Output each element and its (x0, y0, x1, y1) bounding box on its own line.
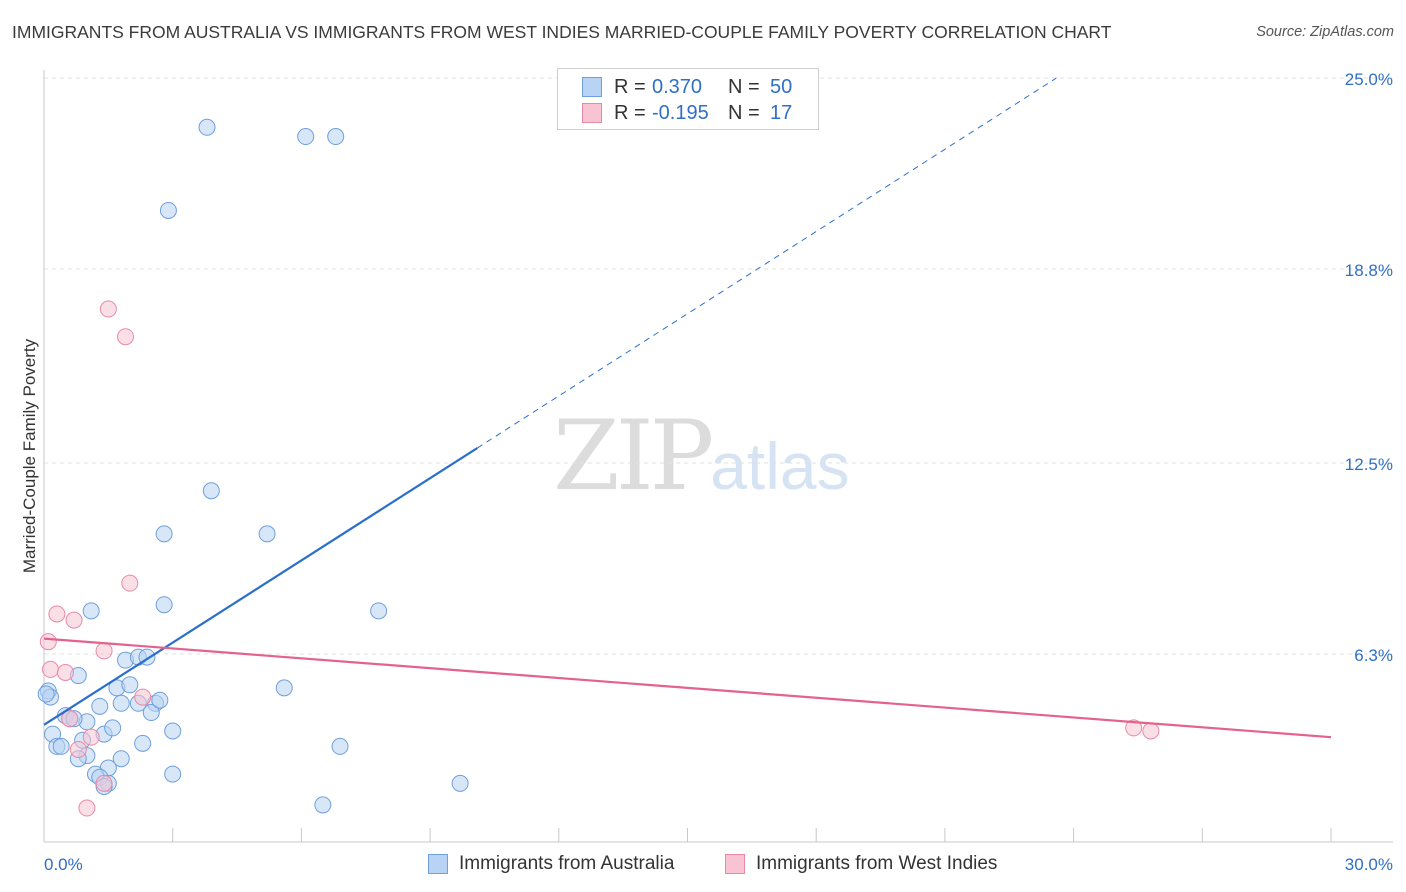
scatter-point (39, 633, 57, 651)
scatter-point (78, 799, 96, 817)
scatter-point (41, 660, 59, 678)
scatter-point (95, 774, 113, 792)
scatter-point (95, 642, 113, 660)
series-westindies (39, 300, 1160, 817)
scatter-point (69, 740, 87, 758)
trendline-westindies (43, 637, 1332, 739)
scatter-point (202, 482, 220, 500)
scatter-point (164, 722, 182, 740)
scatter-point (198, 118, 216, 136)
scatter-point (258, 525, 276, 543)
legend-row-australia: R = 0.370 N = 50 (582, 74, 792, 100)
correlation-legend: R = 0.370 N = 50 R = -0.195 N = 17 (557, 68, 819, 130)
trendline-australia (43, 447, 478, 726)
legend-n-value: 50 (770, 75, 793, 98)
legend-n-label: N = (728, 101, 760, 124)
scatter-point (314, 796, 332, 814)
scatter-point (112, 694, 130, 712)
legend-r-value: -0.195 (652, 101, 709, 124)
scatter-point (1142, 722, 1160, 740)
scatter-point (91, 697, 109, 715)
scatter-point (56, 663, 74, 681)
scatter-point (151, 691, 169, 709)
watermark-atlas: atlas (710, 429, 850, 503)
watermark-zip: ZIP (553, 400, 714, 512)
legend-r-label: R = (614, 101, 646, 124)
watermark: ZIPatlas (553, 400, 850, 512)
source-label: Source: ZipAtlas.com (1256, 24, 1394, 40)
scatter-point (164, 765, 182, 783)
scatter-point (134, 688, 152, 706)
scatter-point (37, 685, 55, 703)
x-tick-label: 30.0% (1345, 855, 1393, 874)
y-tick-label: 25.0% (1345, 70, 1393, 89)
legend-swatch-australia (582, 77, 602, 97)
scatter-point (52, 737, 70, 755)
scatter-point (121, 574, 139, 592)
legend-swatch-westindies (582, 103, 602, 123)
y-tick-label: 12.5% (1345, 455, 1393, 474)
scatter-point (104, 719, 122, 737)
scatter-point (370, 602, 388, 620)
bottom-legend-label: Immigrants from West Indies (756, 853, 998, 874)
scatter-point (99, 300, 117, 318)
scatter-point (1125, 719, 1143, 737)
chart-title: IMMIGRANTS FROM AUSTRALIA VS IMMIGRANTS … (12, 22, 1112, 42)
y-tick-label: 6.3% (1354, 646, 1393, 665)
y-axis-label: Married-Couple Family Poverty (20, 338, 39, 573)
legend-r-label: R = (614, 75, 646, 98)
scatter-point (82, 602, 100, 620)
bottom-legend-label: Immigrants from Australia (459, 853, 675, 874)
y-tick-label: 18.8% (1345, 261, 1393, 280)
scatter-point (82, 728, 100, 746)
bottom-swatch-westindies (725, 854, 745, 874)
scatter-point (327, 128, 345, 146)
scatter-point (159, 201, 177, 219)
legend-row-westindies: R = -0.195 N = 17 (582, 100, 792, 126)
scatter-point (121, 676, 139, 694)
x-tick-label: 0.0% (44, 855, 83, 874)
scatter-point (48, 605, 66, 623)
scatter-point (134, 734, 152, 752)
scatter-point (275, 679, 293, 697)
legend-n-label: N = (728, 75, 760, 98)
bottom-legend-australia: Immigrants from Australia (428, 851, 674, 877)
legend-n-value: 17 (770, 101, 793, 124)
scatter-point (61, 710, 79, 728)
scatter-point (155, 525, 173, 543)
scatter-point (65, 611, 83, 629)
scatter-point (451, 774, 469, 792)
bottom-legend-westindies: Immigrants from West Indies (725, 851, 997, 877)
trendline-australia-extension (477, 77, 1057, 449)
scatter-point (117, 328, 135, 346)
scatter-point (155, 596, 173, 614)
scatter-point (331, 737, 349, 755)
scatter-point (112, 750, 130, 768)
scatter-point (142, 704, 160, 722)
legend-r-value: 0.370 (652, 75, 703, 98)
bottom-swatch-australia (428, 854, 448, 874)
scatter-point (297, 128, 315, 146)
series-australia (37, 118, 469, 814)
